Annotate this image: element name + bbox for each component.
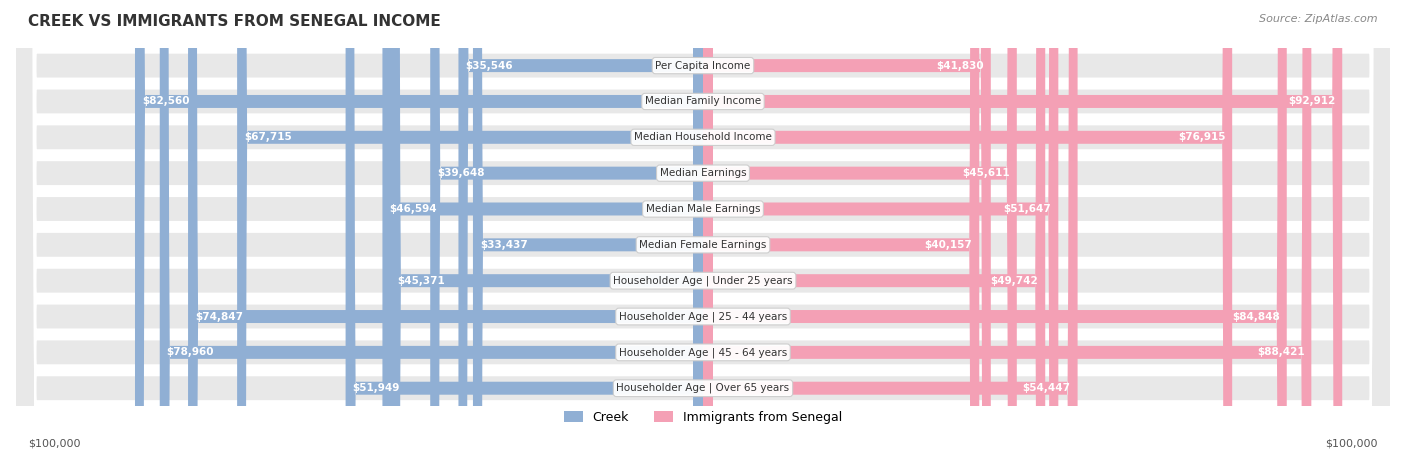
Text: $41,830: $41,830 xyxy=(936,61,984,71)
FancyBboxPatch shape xyxy=(458,0,703,467)
Text: $82,560: $82,560 xyxy=(142,97,190,106)
FancyBboxPatch shape xyxy=(238,0,703,467)
FancyBboxPatch shape xyxy=(703,0,1286,467)
FancyBboxPatch shape xyxy=(472,0,703,467)
Text: $33,437: $33,437 xyxy=(479,240,527,250)
Text: $45,611: $45,611 xyxy=(962,168,1010,178)
Text: Median Male Earnings: Median Male Earnings xyxy=(645,204,761,214)
FancyBboxPatch shape xyxy=(15,0,1391,467)
FancyBboxPatch shape xyxy=(15,0,1391,467)
Text: $39,648: $39,648 xyxy=(437,168,485,178)
FancyBboxPatch shape xyxy=(703,0,1232,467)
Text: Householder Age | 25 - 44 years: Householder Age | 25 - 44 years xyxy=(619,311,787,322)
Text: $40,157: $40,157 xyxy=(925,240,973,250)
FancyBboxPatch shape xyxy=(382,0,703,467)
FancyBboxPatch shape xyxy=(15,0,1391,467)
Text: Median Household Income: Median Household Income xyxy=(634,132,772,142)
FancyBboxPatch shape xyxy=(188,0,703,467)
Text: Householder Age | 45 - 64 years: Householder Age | 45 - 64 years xyxy=(619,347,787,358)
Text: Householder Age | Over 65 years: Householder Age | Over 65 years xyxy=(616,383,790,394)
FancyBboxPatch shape xyxy=(346,0,703,467)
Text: $49,742: $49,742 xyxy=(991,276,1039,286)
Text: $78,960: $78,960 xyxy=(167,347,214,357)
FancyBboxPatch shape xyxy=(703,0,1017,467)
FancyBboxPatch shape xyxy=(703,0,1045,467)
FancyBboxPatch shape xyxy=(703,0,980,467)
Text: Median Family Income: Median Family Income xyxy=(645,97,761,106)
Text: CREEK VS IMMIGRANTS FROM SENEGAL INCOME: CREEK VS IMMIGRANTS FROM SENEGAL INCOME xyxy=(28,14,441,29)
Text: Median Earnings: Median Earnings xyxy=(659,168,747,178)
Text: $45,371: $45,371 xyxy=(398,276,446,286)
Text: $100,000: $100,000 xyxy=(1326,439,1378,448)
Text: $51,647: $51,647 xyxy=(1004,204,1052,214)
FancyBboxPatch shape xyxy=(15,0,1391,467)
Text: $92,912: $92,912 xyxy=(1288,97,1336,106)
Text: Source: ZipAtlas.com: Source: ZipAtlas.com xyxy=(1260,14,1378,24)
Text: $100,000: $100,000 xyxy=(28,439,80,448)
FancyBboxPatch shape xyxy=(703,0,1059,467)
Text: Per Capita Income: Per Capita Income xyxy=(655,61,751,71)
Text: Median Female Earnings: Median Female Earnings xyxy=(640,240,766,250)
Text: Householder Age | Under 25 years: Householder Age | Under 25 years xyxy=(613,276,793,286)
FancyBboxPatch shape xyxy=(135,0,703,467)
FancyBboxPatch shape xyxy=(160,0,703,467)
FancyBboxPatch shape xyxy=(15,0,1391,467)
Legend: Creek, Immigrants from Senegal: Creek, Immigrants from Senegal xyxy=(560,405,846,429)
Text: $46,594: $46,594 xyxy=(389,204,437,214)
Text: $84,848: $84,848 xyxy=(1232,311,1279,321)
Text: $54,447: $54,447 xyxy=(1022,383,1071,393)
Text: $76,915: $76,915 xyxy=(1178,132,1225,142)
FancyBboxPatch shape xyxy=(430,0,703,467)
FancyBboxPatch shape xyxy=(703,0,1077,467)
FancyBboxPatch shape xyxy=(15,0,1391,467)
Text: $35,546: $35,546 xyxy=(465,61,513,71)
Text: $88,421: $88,421 xyxy=(1257,347,1305,357)
FancyBboxPatch shape xyxy=(15,0,1391,467)
Text: $74,847: $74,847 xyxy=(195,311,243,321)
FancyBboxPatch shape xyxy=(15,0,1391,467)
Text: $51,949: $51,949 xyxy=(353,383,399,393)
FancyBboxPatch shape xyxy=(15,0,1391,467)
FancyBboxPatch shape xyxy=(15,0,1391,467)
FancyBboxPatch shape xyxy=(703,0,991,467)
FancyBboxPatch shape xyxy=(703,0,1343,467)
FancyBboxPatch shape xyxy=(391,0,703,467)
FancyBboxPatch shape xyxy=(703,0,1312,467)
Text: $67,715: $67,715 xyxy=(245,132,292,142)
